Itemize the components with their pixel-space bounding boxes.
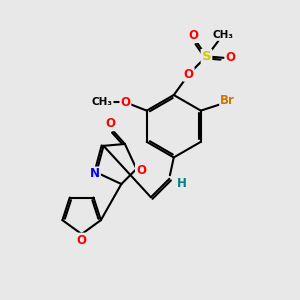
Text: CH₃: CH₃ [213,30,234,40]
Text: H: H [177,177,187,190]
Text: N: N [90,167,100,180]
Text: S: S [202,50,211,63]
Text: O: O [105,117,115,130]
Text: Br: Br [220,94,235,107]
Text: O: O [225,51,235,64]
Text: O: O [184,68,194,81]
Text: CH₃: CH₃ [92,97,113,107]
Text: O: O [120,96,130,109]
Text: O: O [189,29,199,42]
Text: O: O [136,164,146,177]
Text: O: O [76,234,87,247]
